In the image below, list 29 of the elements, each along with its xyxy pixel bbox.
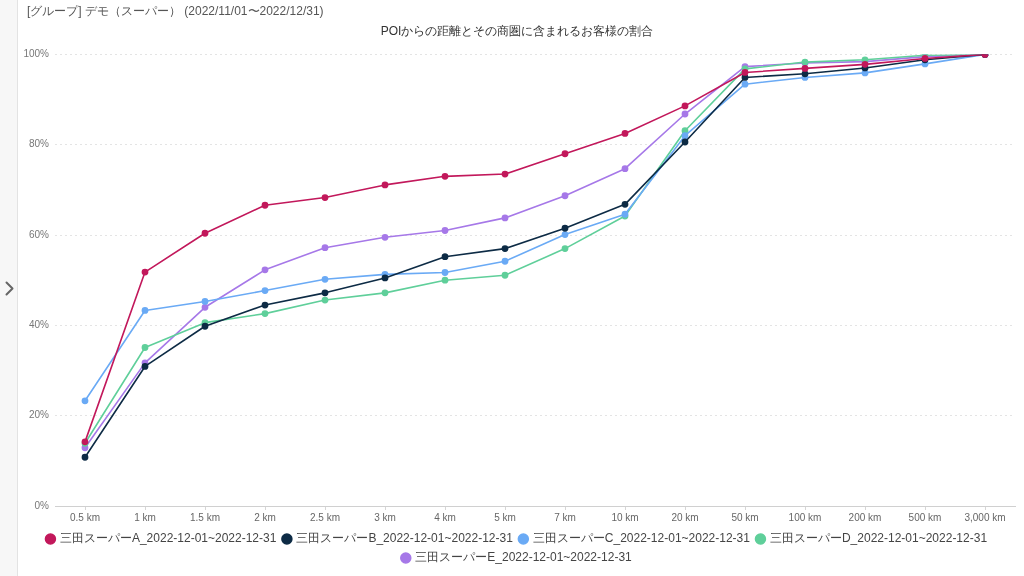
legend-label: 三田スーパーD_2022-12-01~2022-12-31 xyxy=(769,531,988,546)
chart-title: POIからの距離とその商圏に含まれるお客様の割合 xyxy=(380,23,654,38)
x-tick-label: 200 km xyxy=(848,511,882,523)
x-tick-label: 2 km xyxy=(254,511,276,523)
x-tick-label: 100 km xyxy=(788,511,822,523)
x-tick-label: 5 km xyxy=(494,511,516,523)
x-tick-label: 1 km xyxy=(134,511,156,523)
x-tick-label: 0.5 km xyxy=(69,511,101,523)
x-tick-label: 4 km xyxy=(434,511,456,523)
y-tick-label: 60% xyxy=(28,228,50,240)
chart-subtitle: [グループ] デモ（スーパー） (2022/11/01〜2022/12/31) xyxy=(27,3,324,20)
y-tick-label: 0% xyxy=(34,499,50,511)
legend-label: 三田スーパーA_2022-12-01~2022-12-31 xyxy=(59,531,277,546)
y-tick-label: 20% xyxy=(28,409,50,421)
x-tick-label: 3,000 km xyxy=(964,511,1006,523)
y-tick-label: 100% xyxy=(23,48,50,60)
x-tick-label: 3 km xyxy=(374,511,396,523)
x-tick-label: 10 km xyxy=(611,511,639,523)
legend-label: 三田スーパーE_2022-12-01~2022-12-31 xyxy=(415,550,633,565)
x-tick-label: 50 km xyxy=(731,511,759,523)
x-tick-label: 7 km xyxy=(554,511,576,523)
x-tick-label: 500 km xyxy=(908,511,942,523)
y-tick-label: 40% xyxy=(28,319,50,331)
legend-label: 三田スーパーC_2022-12-01~2022-12-31 xyxy=(532,531,751,546)
legend-label: 三田スーパーB_2022-12-01~2022-12-31 xyxy=(296,531,514,546)
x-tick-label: 20 km xyxy=(671,511,699,523)
y-tick-label: 80% xyxy=(28,138,50,150)
x-tick-label: 2.5 km xyxy=(309,511,341,523)
x-tick-label: 1.5 km xyxy=(189,511,221,523)
